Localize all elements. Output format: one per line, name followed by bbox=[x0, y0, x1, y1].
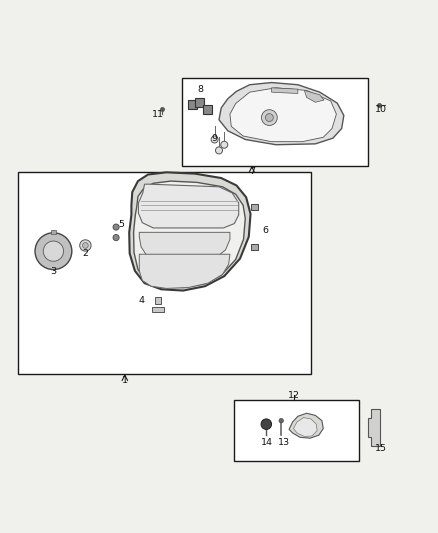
FancyBboxPatch shape bbox=[203, 105, 212, 114]
Text: 9: 9 bbox=[212, 134, 218, 143]
FancyBboxPatch shape bbox=[188, 101, 197, 109]
Circle shape bbox=[261, 110, 277, 125]
Polygon shape bbox=[230, 88, 336, 142]
Polygon shape bbox=[129, 172, 251, 290]
Circle shape bbox=[279, 418, 283, 423]
Circle shape bbox=[82, 243, 88, 248]
Circle shape bbox=[35, 233, 72, 270]
Circle shape bbox=[113, 224, 119, 230]
Text: 1: 1 bbox=[122, 376, 128, 385]
Text: 2: 2 bbox=[82, 249, 88, 258]
Polygon shape bbox=[272, 88, 298, 93]
Polygon shape bbox=[134, 181, 245, 287]
Polygon shape bbox=[155, 297, 161, 304]
Circle shape bbox=[211, 136, 218, 143]
Bar bbox=[182, 78, 368, 166]
Text: 5: 5 bbox=[118, 220, 124, 229]
Bar bbox=[234, 400, 359, 462]
Polygon shape bbox=[289, 413, 323, 438]
Polygon shape bbox=[219, 83, 344, 145]
Text: 12: 12 bbox=[288, 391, 300, 400]
Text: 13: 13 bbox=[278, 438, 290, 447]
Text: 3: 3 bbox=[50, 267, 57, 276]
Circle shape bbox=[113, 235, 119, 241]
Polygon shape bbox=[138, 184, 239, 228]
Polygon shape bbox=[368, 409, 380, 446]
Text: 15: 15 bbox=[375, 444, 387, 453]
Text: 7: 7 bbox=[249, 166, 255, 175]
Text: 4: 4 bbox=[138, 296, 145, 305]
Text: 11: 11 bbox=[152, 110, 164, 118]
Bar bbox=[251, 204, 258, 211]
Text: 14: 14 bbox=[261, 438, 273, 447]
Polygon shape bbox=[304, 91, 324, 102]
Bar bbox=[18, 172, 311, 374]
Bar bbox=[251, 244, 258, 250]
Polygon shape bbox=[139, 254, 230, 288]
Polygon shape bbox=[139, 232, 230, 265]
Polygon shape bbox=[293, 418, 317, 437]
Bar bbox=[51, 230, 56, 234]
Polygon shape bbox=[152, 307, 164, 312]
Text: 6: 6 bbox=[262, 226, 268, 235]
Circle shape bbox=[261, 419, 272, 430]
Circle shape bbox=[221, 141, 228, 148]
Text: 8: 8 bbox=[198, 85, 204, 94]
Circle shape bbox=[265, 114, 273, 122]
Circle shape bbox=[43, 241, 64, 261]
Circle shape bbox=[80, 240, 91, 251]
FancyBboxPatch shape bbox=[195, 98, 204, 107]
Circle shape bbox=[215, 147, 223, 154]
Text: 10: 10 bbox=[375, 105, 387, 114]
